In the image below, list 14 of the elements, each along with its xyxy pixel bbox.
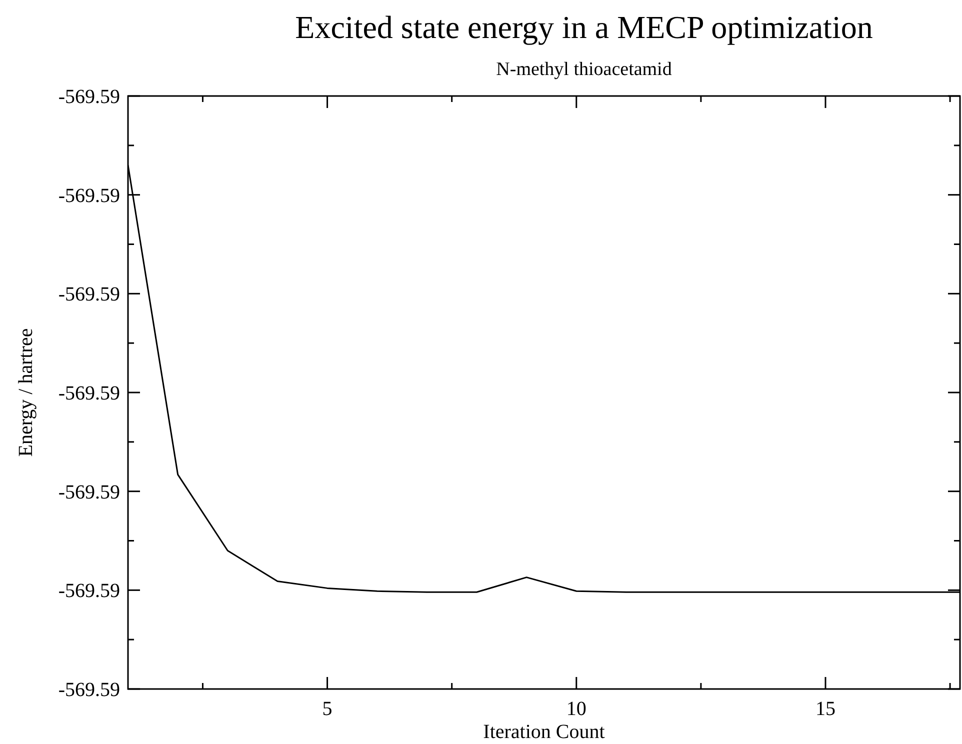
chart-subtitle: N-methyl thioacetamid [496,59,672,80]
y-tick-label: -569.59 [58,382,120,404]
x-tick-label: 5 [322,698,332,720]
y-tick-label: -569.59 [58,481,120,504]
y-tick-label: -569.59 [58,284,120,306]
chart-title: Excited state energy in a MECP optimization [295,9,873,45]
x-axis-title: Iteration Count [483,721,606,743]
y-tick-label: -569.59 [58,580,120,602]
y-tick-label: -569.59 [58,184,120,207]
y-tick-label: -569.59 [58,679,120,701]
y-tick-label: -569.59 [58,86,120,108]
x-tick-label: 10 [566,698,586,720]
x-tick-label: 15 [815,698,836,720]
y-axis-title: Energy / hartree [15,328,37,457]
